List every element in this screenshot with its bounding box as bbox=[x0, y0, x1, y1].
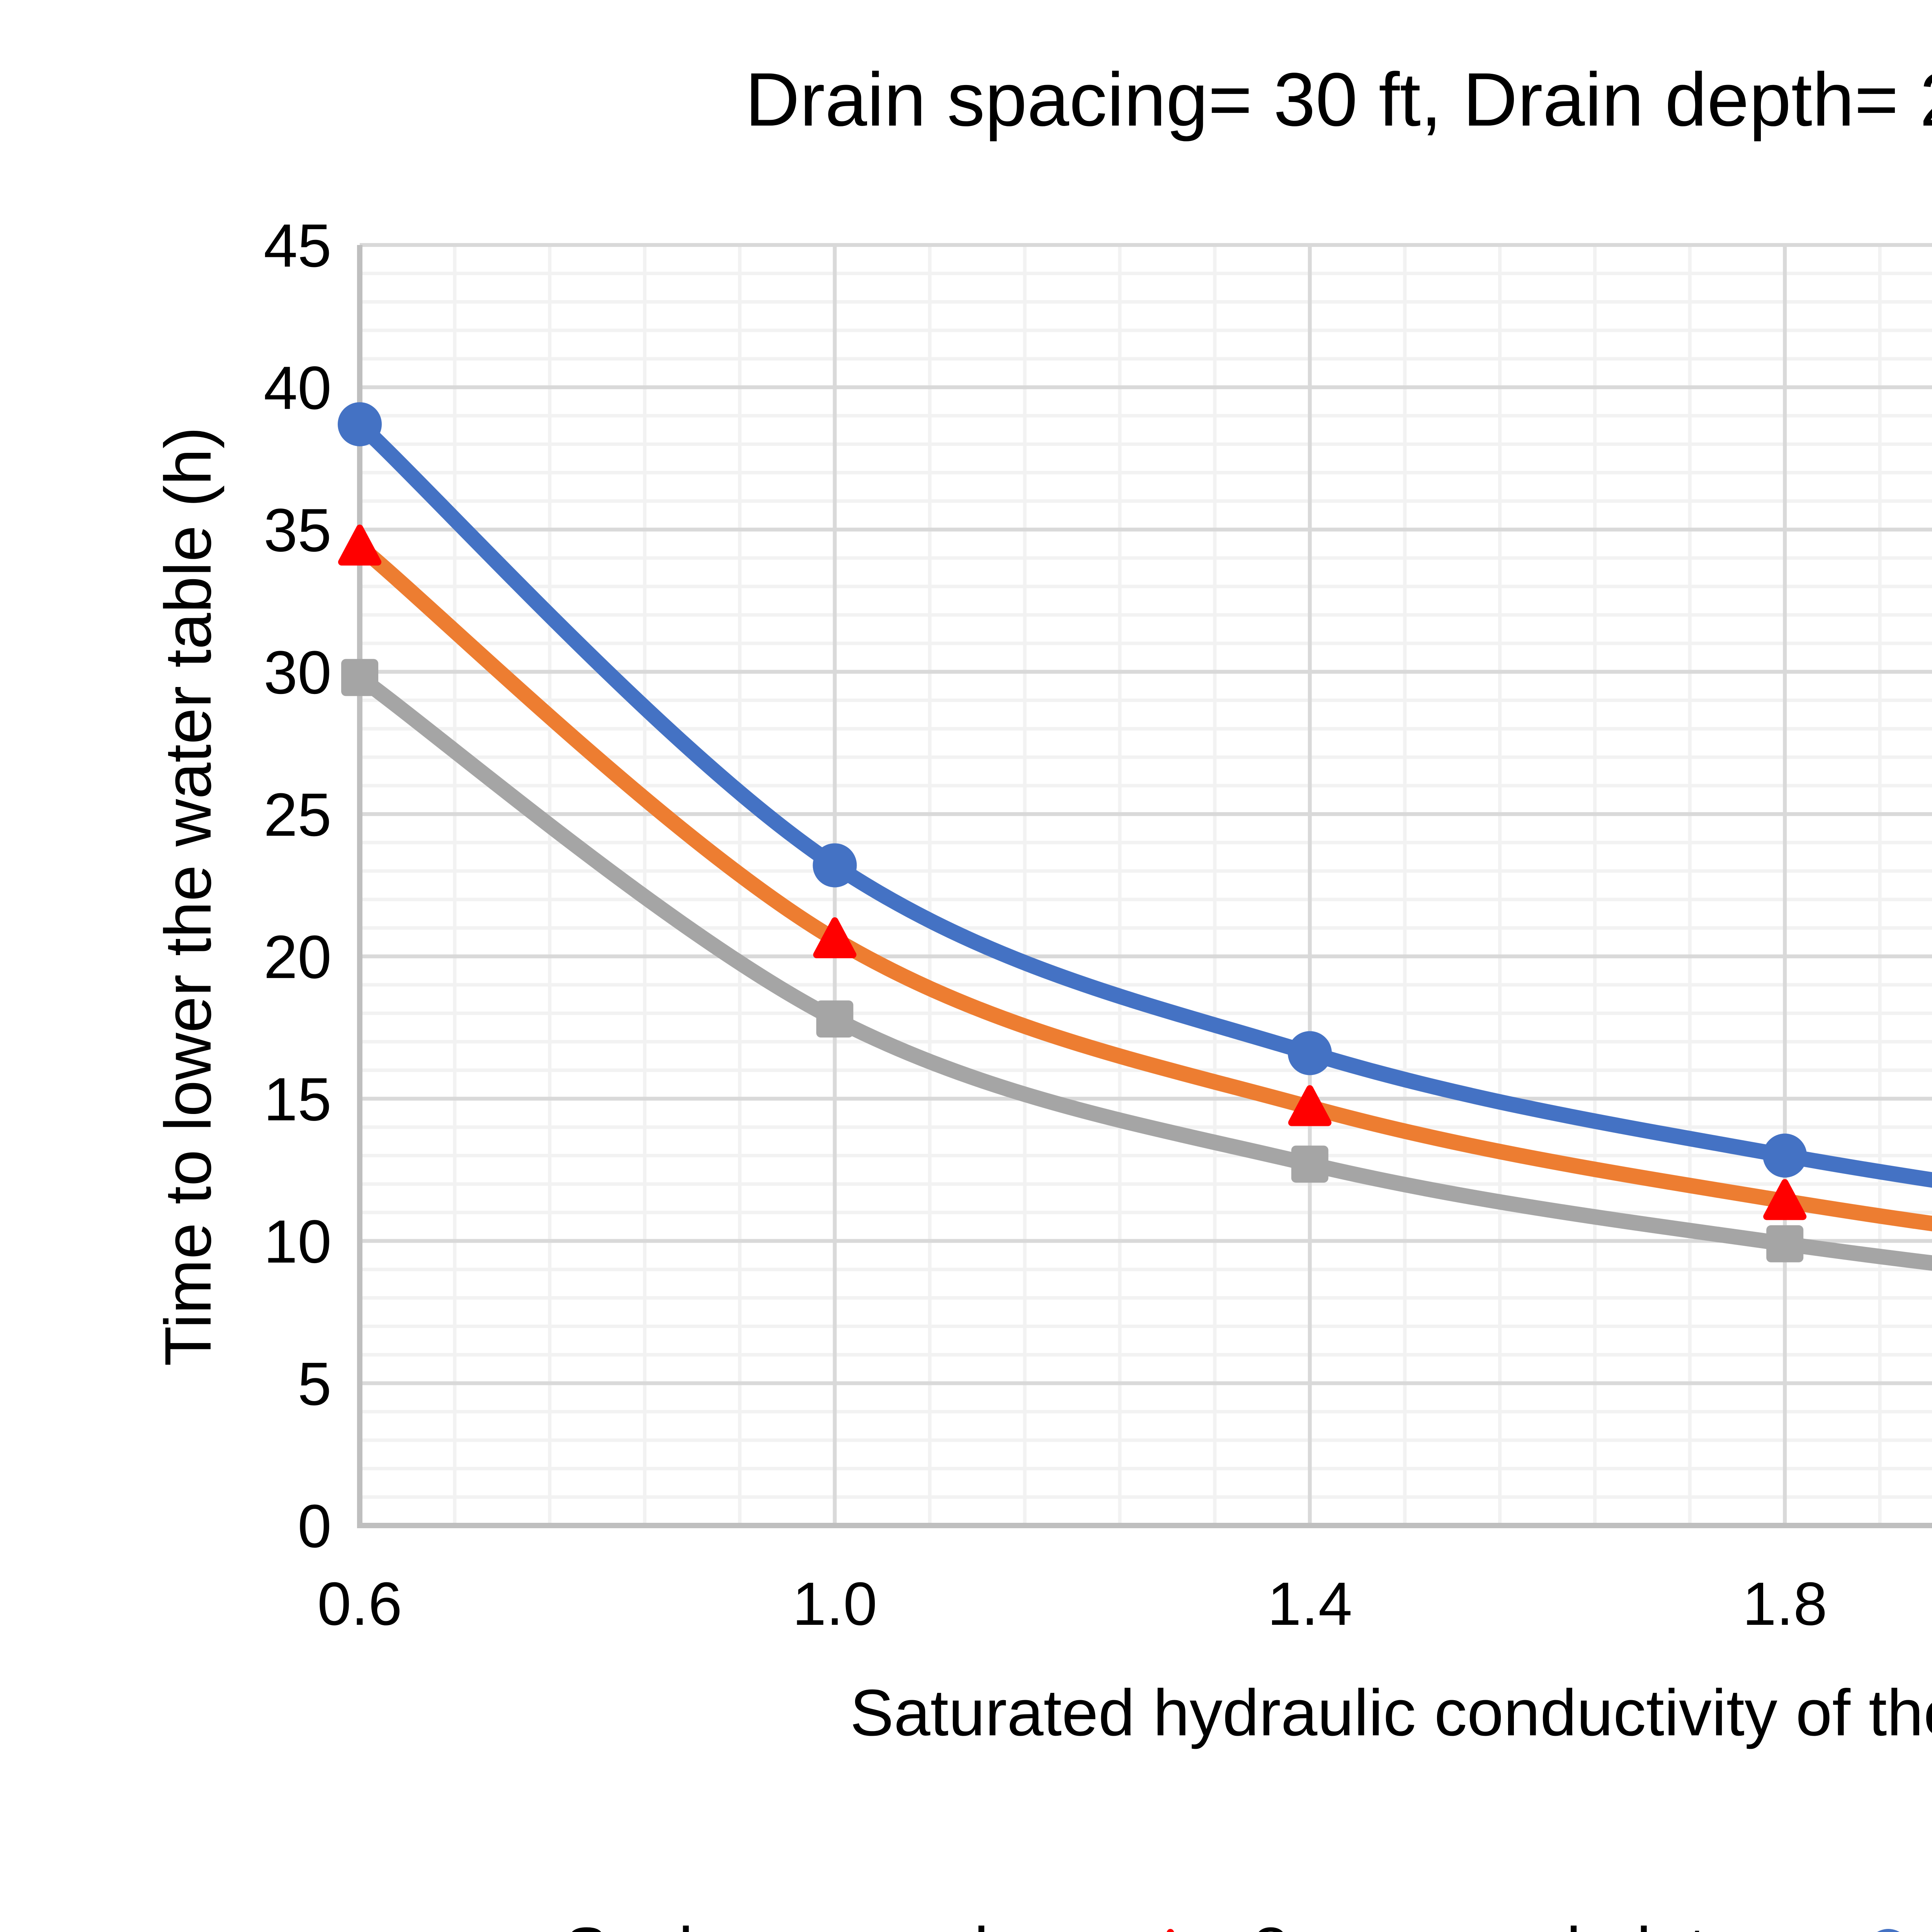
legend-item-8-row-sand-slot: 8-row sand-slot bbox=[1097, 1913, 1707, 1932]
triangle-marker-icon bbox=[338, 524, 381, 566]
y-tick-label: 20 bbox=[264, 923, 332, 991]
square-marker-icon bbox=[816, 1000, 854, 1038]
legend-item-4-row-sand-slot: 4-row sand-slot bbox=[1815, 1913, 1932, 1932]
x-tick-label: 1.4 bbox=[1267, 1570, 1352, 1638]
circle-marker-icon bbox=[1877, 1929, 1900, 1932]
circle-marker-icon bbox=[338, 402, 382, 446]
x-tick-label: 0.6 bbox=[317, 1570, 402, 1638]
triangle-marker-icon bbox=[1167, 1929, 1174, 1932]
legend-item-sock-wrapped: Sock-wrapped bbox=[408, 1913, 988, 1932]
square-marker-icon bbox=[408, 1918, 555, 1932]
legend-label: Sock-wrapped bbox=[564, 1913, 988, 1932]
x-axis-title: Saturated hydraulic conductivity of the … bbox=[850, 1676, 1932, 1750]
legend-circle-marker bbox=[1877, 1929, 1900, 1932]
y-axis-title: Time to lower the water table (h) bbox=[151, 427, 225, 1366]
circle-marker-icon bbox=[1763, 1133, 1807, 1178]
triangle-marker-icon bbox=[1763, 1179, 1807, 1220]
triangle-marker-icon bbox=[813, 917, 857, 958]
y-tick-label: 35 bbox=[264, 496, 332, 564]
legend-label: 8-row sand-slot bbox=[1252, 1913, 1707, 1932]
x-tick-label: 1.0 bbox=[793, 1570, 878, 1638]
square-marker-icon bbox=[341, 659, 378, 696]
x-tick-label: 1.8 bbox=[1742, 1570, 1827, 1638]
circle-marker-icon bbox=[1287, 1031, 1332, 1075]
y-tick-label: 40 bbox=[264, 354, 332, 422]
triangle-marker-icon bbox=[1288, 1085, 1332, 1126]
y-tick-label: 45 bbox=[264, 212, 332, 280]
y-tick-label: 0 bbox=[298, 1492, 332, 1560]
y-tick-label: 5 bbox=[298, 1350, 332, 1418]
y-tick-label: 25 bbox=[264, 781, 332, 849]
chart-title: Drain spacing= 30 ft, Drain depth= 2.5 f… bbox=[745, 57, 1932, 142]
series-line-circle bbox=[352, 416, 1932, 1188]
series-line-square bbox=[352, 670, 1932, 1271]
y-tick-label: 10 bbox=[264, 1208, 332, 1276]
y-tick-label: 15 bbox=[264, 1065, 332, 1133]
square-marker-icon bbox=[1766, 1225, 1804, 1262]
legend: Sock-wrapped 8-row sand-slot 4-row sand-sl… bbox=[0, 1913, 1932, 1932]
square-marker-icon bbox=[1291, 1145, 1328, 1183]
circle-marker-icon bbox=[813, 843, 857, 888]
series-line-triangle bbox=[352, 539, 1932, 1231]
y-tick-label: 30 bbox=[264, 639, 332, 707]
